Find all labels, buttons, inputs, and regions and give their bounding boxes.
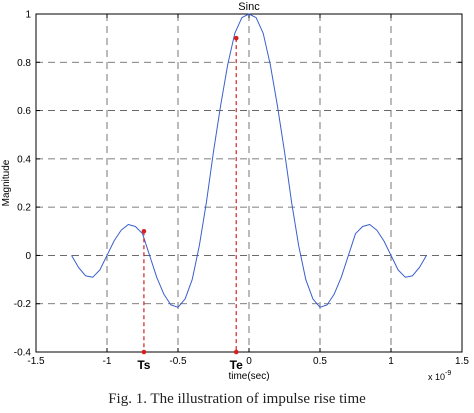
sinc-chart: -1.5 -1 -0.5 0 0.5 1 1.5 -0.4 -0.2 0 0.2 0.4 0.6 0.8 1… xyxy=(1,1,470,382)
y-tick-label: 0.6 xyxy=(17,106,31,117)
annotation-marker xyxy=(141,228,147,234)
chart-title: Sinc xyxy=(238,1,260,13)
grid xyxy=(36,14,462,352)
y-tick-label: -0.4 xyxy=(14,348,32,359)
x-tick-label: 0.5 xyxy=(313,356,327,367)
x-tick-label: -1.5 xyxy=(27,356,45,367)
x-tick-label: 1 xyxy=(388,356,394,367)
annotation-marker xyxy=(233,35,239,41)
x-axis-exponent-base: x 10 xyxy=(428,372,445,382)
series-group xyxy=(71,13,427,308)
y-tick-label: 0.4 xyxy=(17,154,31,165)
x-axis-label: time(sec) xyxy=(228,371,269,382)
annotation-base-marker xyxy=(233,349,239,355)
annotation-label: Ts xyxy=(137,358,150,372)
y-tick-label: 1 xyxy=(25,10,31,21)
y-tick-label: -0.2 xyxy=(14,299,32,310)
annotation-label: Te xyxy=(230,358,243,372)
y-axis-label: Magnitude xyxy=(1,159,12,206)
x-axis-exponent: x 10-9 xyxy=(428,370,451,382)
axis-ticks: -1.5 -1 -0.5 0 0.5 1 1.5 -0.4 -0.2 0 0.2 0.4 0.6 0.8 1 xyxy=(14,10,470,368)
series-line xyxy=(71,13,427,308)
x-tick-label: 0 xyxy=(246,356,252,367)
x-axis-exponent-power: -9 xyxy=(445,370,451,377)
x-tick-label: -1 xyxy=(103,356,112,367)
y-tick-label: 0.2 xyxy=(17,203,31,214)
figure-caption: Fig. 1. The illustration of impulse rise… xyxy=(108,391,366,407)
annotation-base-marker xyxy=(141,349,147,355)
y-tick-label: 0 xyxy=(25,251,31,262)
x-tick-label: -0.5 xyxy=(169,356,187,367)
x-tick-label: 1.5 xyxy=(455,356,469,367)
y-tick-label: 0.8 xyxy=(17,58,31,69)
annotation-group: Ts Te xyxy=(137,35,243,372)
